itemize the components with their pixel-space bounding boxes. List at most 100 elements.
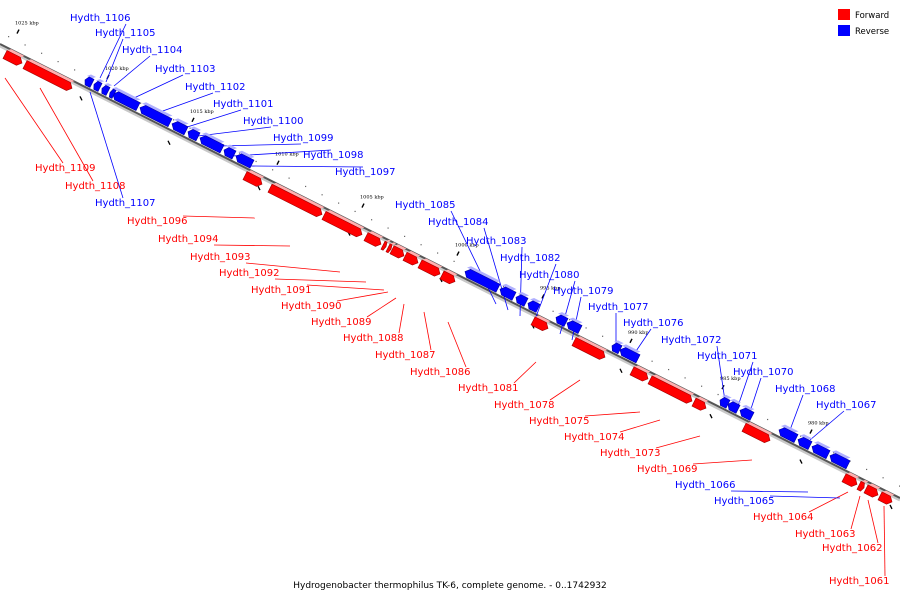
gene-block-hydth_1069[interactable] [741,421,773,445]
gene-label-hydth_1084[interactable]: Hydth_1084 [428,217,489,228]
gene-label-hydth_1083[interactable]: Hydth_1083 [466,236,527,247]
gene-label-hydth_1106[interactable]: Hydth_1106 [70,13,131,24]
gene-label-hydth_1109[interactable]: Hydth_1109 [35,163,96,174]
gene-block-hydth_1091[interactable] [380,239,392,252]
gene-block-hydth_1099[interactable] [198,131,225,154]
gene-label-hydth_1085[interactable]: Hydth_1085 [395,200,456,211]
gene-label-hydth_1064[interactable]: Hydth_1064 [753,512,814,523]
gene-label-hydth_1062[interactable]: Hydth_1062 [822,543,883,554]
gene-block-hydth_1086[interactable] [439,268,458,285]
gene-label-hydth_1080[interactable]: Hydth_1080 [519,270,580,281]
gene-block-hydth_1065[interactable] [828,449,851,470]
gene-label-hydth_1100[interactable]: Hydth_1100 [243,116,304,127]
gene-block-hydth_1084[interactable] [498,283,517,301]
gene-block-hydth_1101[interactable] [170,117,189,136]
gene-block-hydth_1109[interactable] [2,48,25,67]
gene-label-hydth_1068[interactable]: Hydth_1068 [775,384,836,395]
tick-label: 980 kbp [808,421,829,427]
gene-block-hydth_1073[interactable] [691,395,709,412]
gene-label-hydth_1088[interactable]: Hydth_1088 [343,333,404,344]
gene-label-hydth_1074[interactable]: Hydth_1074 [564,432,625,443]
gene-block-hydth_1072[interactable] [718,394,732,409]
gene-block-top [190,126,202,132]
gene-label-hydth_1063[interactable]: Hydth_1063 [795,529,856,540]
gene-label-hydth_1104[interactable]: Hydth_1104 [122,45,183,56]
gene-label-hydth_1061[interactable]: Hydth_1061 [829,576,890,587]
gene-block-top [535,315,551,323]
gene-label-hydth_1092[interactable]: Hydth_1092 [219,268,280,279]
gene-label-hydth_1107[interactable]: Hydth_1107 [95,198,156,209]
gene-label-hydth_1103[interactable]: Hydth_1103 [155,64,216,75]
gene-block-hydth_1061[interactable] [877,489,895,506]
gene-label-hydth_1073[interactable]: Hydth_1073 [600,448,661,459]
gene-block-top [868,483,881,490]
gene-label-hydth_1099[interactable]: Hydth_1099 [273,133,334,144]
gene-block-hydth_1087[interactable] [417,257,443,278]
gene-block-hydth_1093[interactable] [321,209,365,239]
gene-block-hydth_1106[interactable] [92,78,105,92]
gene-block-hydth_1080[interactable] [554,311,570,327]
gene-label-hydth_1079[interactable]: Hydth_1079 [553,286,614,297]
gene-label-hydth_1105[interactable]: Hydth_1105 [95,28,156,39]
gene-block-hydth_1102[interactable] [138,101,173,128]
gene-label-hydth_1091[interactable]: Hydth_1091 [251,285,312,296]
gene-block-hydth_1082[interactable] [526,297,542,313]
gene-label-hydth_1101[interactable]: Hydth_1101 [213,99,274,110]
gene-label-hydth_1075[interactable]: Hydth_1075 [529,416,590,427]
gene-label-hydth_1081[interactable]: Hydth_1081 [458,383,519,394]
gene-label-hydth_1096[interactable]: Hydth_1096 [127,216,188,227]
gene-block-hydth_1088[interactable] [402,250,421,267]
gene-block-hydth_1076[interactable] [618,343,641,364]
gene-label-hydth_1072[interactable]: Hydth_1072 [661,335,722,346]
gene-label-hydth_1070[interactable]: Hydth_1070 [733,367,794,378]
gene-block-hydth_1062[interactable] [863,482,881,499]
gene-block-hydth_1071[interactable] [726,398,742,414]
gene-block-hydth_1077[interactable] [610,339,624,355]
gene-block-hydth_1075[interactable] [629,364,651,383]
gene-label-hydth_1089[interactable]: Hydth_1089 [311,317,372,328]
gene-label-hydth_1065[interactable]: Hydth_1065 [714,496,775,507]
gene-label-hydth_1086[interactable]: Hydth_1086 [410,367,471,378]
gene-block-hydth_1063[interactable] [856,479,869,493]
gene-label-hydth_1067[interactable]: Hydth_1067 [816,400,877,411]
gene-block-hydth_1070[interactable] [738,404,755,421]
gene-block-hydth_1098[interactable] [222,143,238,160]
gene-block-hydth_1083[interactable] [514,291,530,307]
gene-label-hydth_1076[interactable]: Hydth_1076 [623,318,684,329]
gene-label-hydth_1093[interactable]: Hydth_1093 [190,252,251,263]
gene-label-hydth_1087[interactable]: Hydth_1087 [375,350,436,361]
gene-block-hydth_1108[interactable] [22,58,75,92]
gene-block-hydth_1085[interactable] [463,265,501,293]
gene-block-hydth_1104[interactable] [108,86,119,99]
gene-label-hydth_1069[interactable]: Hydth_1069 [637,464,698,475]
gene-block-hydth_1067[interactable] [796,433,813,451]
gene-block-hydth_1092[interactable] [363,230,384,248]
gene-block-hydth_1097[interactable] [234,149,255,169]
gene-label-hydth_1082[interactable]: Hydth_1082 [500,253,561,264]
gene-label-hydth_1098[interactable]: Hydth_1098 [303,150,364,161]
gene-block-hydth_1081[interactable] [530,314,551,332]
gene-label-hydth_1077[interactable]: Hydth_1077 [588,302,649,313]
gene-block-hydth_1105[interactable] [100,82,113,96]
gene-label-hydth_1078[interactable]: Hydth_1078 [494,400,555,411]
gene-block-top [96,79,105,83]
gene-label-hydth_1066[interactable]: Hydth_1066 [675,480,736,491]
gene-block-hydth_1068[interactable] [777,423,799,443]
gene-label-hydth_1090[interactable]: Hydth_1090 [281,301,342,312]
gene-label-hydth_1108[interactable]: Hydth_1108 [65,181,126,192]
gene-label-hydth_1094[interactable]: Hydth_1094 [158,234,219,245]
gene-label-hydth_1097[interactable]: Hydth_1097 [335,167,396,178]
gene-block-hydth_1066[interactable] [810,440,831,460]
gene-block-hydth_1100[interactable] [186,125,202,142]
gene-block-hydth_1064[interactable] [841,471,860,488]
gene-block-hydth_1090[interactable] [385,241,397,254]
gene-block-hydth_1107[interactable] [83,73,96,88]
gene-block-hydth_1089[interactable] [389,243,407,260]
gene-block-hydth_1074[interactable] [647,373,695,405]
gene-block-hydth_1079[interactable] [565,316,583,334]
gene-label-hydth_1102[interactable]: Hydth_1102 [185,82,246,93]
gene-label-hydth_1071[interactable]: Hydth_1071 [697,351,758,362]
gene-block-hydth_1078[interactable] [571,335,608,361]
gene-block-hydth_1094[interactable] [267,182,325,219]
gene-block-hydth_1096[interactable] [242,169,265,188]
